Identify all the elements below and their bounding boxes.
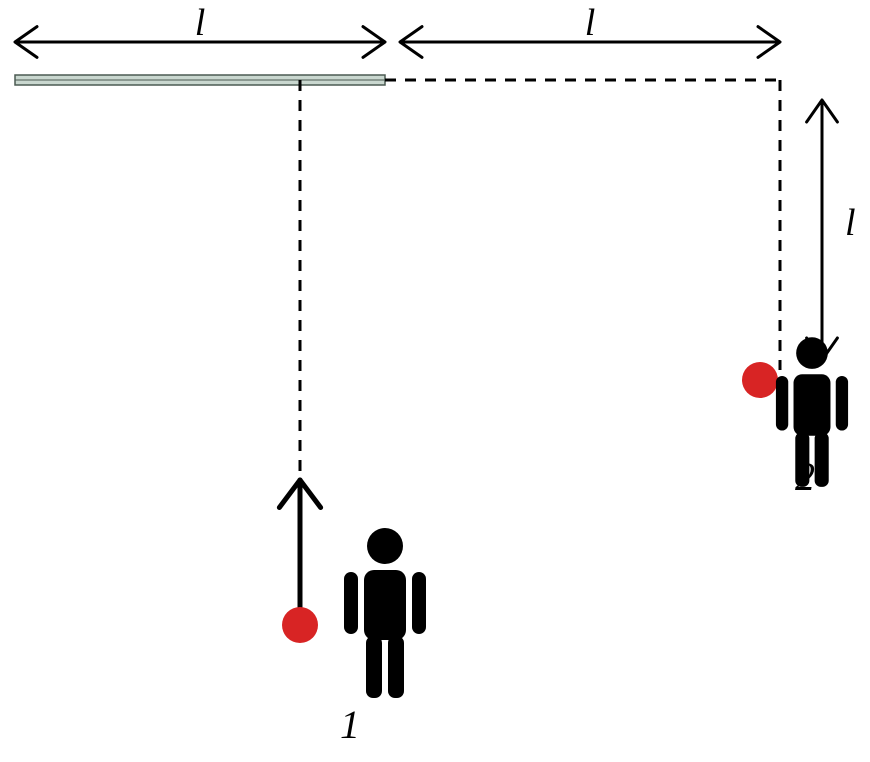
person-1 [344,528,426,698]
label-l-left: l [195,2,206,44]
dimension-right [807,100,838,360]
ball-1 [282,607,318,643]
velocity-arrow-1 [279,480,320,620]
label-l-vert: l [845,202,856,244]
ball-2 [742,362,778,398]
beam [15,75,385,85]
label-num-1: 1 [340,702,360,747]
label-l-right: l [585,2,596,44]
label-num-2: 2 [795,454,815,499]
